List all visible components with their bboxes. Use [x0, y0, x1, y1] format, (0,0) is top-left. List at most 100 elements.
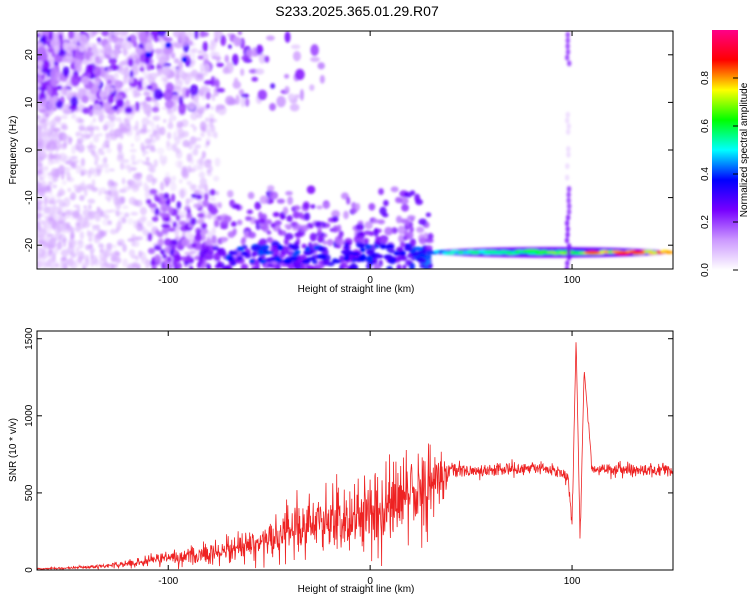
spectrogram-cell: [37, 212, 42, 220]
colorbar-tick-label: 0.8: [700, 71, 711, 85]
spectrogram-cell: [52, 184, 58, 189]
spectrogram-cell: [214, 79, 220, 89]
spectrogram-cell: [66, 172, 71, 181]
spectrogram-cell: [204, 192, 209, 201]
spectrogram-cell: [401, 204, 409, 212]
spectrogram-cell: [373, 263, 381, 269]
spectrogram-cell: [117, 144, 123, 154]
spectrogram-cell: [566, 191, 571, 198]
spectrogram-cell: [107, 197, 111, 203]
spectrogram-cell: [267, 185, 275, 192]
spectrogram-cell: [407, 231, 414, 240]
spectrogram-cell: [147, 232, 153, 242]
spectrogram-cell: [157, 68, 164, 75]
spectrogram-cell: [173, 57, 180, 64]
spectrogram-cell: [301, 243, 307, 249]
spectrogram-cell: [398, 234, 405, 243]
spectrogram-cell: [192, 148, 199, 156]
spectrogram-cell: [74, 59, 82, 72]
spectrogram-cell: [298, 212, 304, 220]
spectrogram-cell: [145, 157, 150, 161]
spectrogram-cell: [566, 248, 571, 255]
spectrogram-cell: [119, 162, 125, 170]
spectrogram-cell: [181, 231, 186, 237]
spectrogram-cell: [194, 144, 202, 149]
spectrogram-cell: [172, 254, 182, 263]
spectrogram-cell: [317, 246, 325, 252]
spectrogram-cell: [83, 187, 88, 197]
spectrogram-cell: [130, 52, 137, 56]
spectrogram-cell: [173, 41, 184, 49]
spectrogram-cell: [37, 46, 47, 58]
spectrogram-cell: [364, 221, 373, 230]
spectrogram-cell: [42, 147, 46, 157]
spectrogram-cell: [47, 249, 54, 255]
spectrogram-cell: [66, 245, 75, 255]
spectrogram-cell: [378, 188, 384, 196]
figure-title: S233.2025.365.01.29.R07: [275, 3, 439, 19]
spectrogram-cell: [566, 186, 572, 193]
spectrogram-cell: [373, 227, 379, 237]
spectrogram-cell: [390, 186, 399, 193]
spectrogram-cell: [151, 229, 156, 234]
spectrogram-cell: [115, 210, 120, 217]
spectrogram-cell: [205, 103, 210, 109]
spectrogram-cell: [252, 246, 261, 250]
spectrogram-cell: [46, 84, 53, 96]
spectrogram-cell: [257, 250, 265, 256]
spectrogram-cell: [123, 66, 130, 79]
snr-xlabel: Height of straight line (km): [298, 584, 415, 595]
spectrogram-cell: [663, 250, 673, 254]
spectrogram-cell: [215, 262, 222, 269]
spectrogram-cell: [153, 88, 163, 100]
spectrogram-cell: [415, 198, 423, 206]
spectrogram-cell: [199, 177, 207, 187]
spectrogram-cell: [41, 59, 50, 70]
snr-xtick-label: -100: [158, 576, 178, 587]
spectrogram-cell: [91, 31, 98, 37]
colorbar-tick-label: 0.4: [700, 167, 711, 181]
spectrogram-cell: [147, 247, 156, 255]
spectrogram-cell: [314, 220, 322, 228]
spectrogram-cell: [75, 132, 79, 138]
spectrogram-cell: [121, 158, 130, 164]
spectrogram-cell: [60, 264, 68, 269]
spectrogram-cell: [565, 214, 571, 221]
spectrogram-cell: [379, 206, 387, 216]
spectrogram-cell: [564, 237, 570, 244]
spectrogram-cell: [82, 131, 88, 142]
spectrogram-cell: [258, 218, 266, 224]
spectrogram-cell: [111, 244, 118, 249]
spectrogram-cell: [163, 89, 173, 101]
spectrogram-cell: [162, 35, 168, 41]
spectrogram-cell: [43, 242, 49, 250]
spectrogram-cell: [287, 196, 294, 205]
spectrogram-cell: [57, 189, 66, 196]
spectrogram-cell: [197, 218, 205, 225]
spectrogram-cell: [149, 147, 156, 153]
spectrogram-cell: [241, 236, 247, 243]
spectrogram-cell: [103, 43, 113, 55]
spectrogram-cell: [213, 219, 220, 228]
spectrogram-cell: [270, 248, 280, 257]
spectrogram-cell: [265, 257, 274, 263]
spectrogram-cell: [283, 238, 289, 246]
spectrogram-cell: [200, 228, 209, 235]
spectrogram-cell: [251, 76, 259, 82]
spectrogram-cell: [188, 31, 193, 37]
spectrogram-cell: [355, 223, 365, 231]
spectrogram-cell: [37, 225, 42, 233]
spectrogram-cell: [130, 153, 136, 163]
spectrogram-cell: [37, 255, 40, 265]
spectrogram-cell: [565, 48, 571, 55]
spectrogram-cell: [351, 251, 360, 256]
spectrogram-cell: [96, 133, 103, 137]
spectrogram-cell: [215, 190, 219, 196]
spectrogram-cell: [614, 251, 631, 256]
spectrogram-cell: [164, 99, 175, 109]
spectrogram-cell: [134, 175, 140, 183]
spectrogram-cell: [153, 194, 159, 200]
spectrogram-cell: [131, 180, 136, 185]
spectrogram-cell: [53, 141, 62, 150]
spectrogram-cell: [213, 31, 223, 39]
